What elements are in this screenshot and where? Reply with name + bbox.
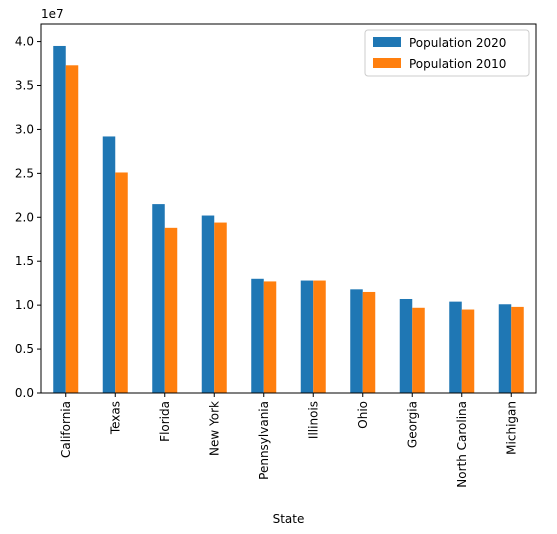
x-tick-label: Ohio — [356, 401, 370, 429]
bar-population-2010-california — [65, 65, 79, 394]
legend-label: Population 2020 — [409, 36, 506, 50]
legend: Population 2020 Population 2010 — [364, 29, 530, 77]
x-tick-label: Pennsylvania — [257, 401, 271, 480]
y-tick-label: 3.5 — [15, 79, 34, 93]
bar-population-2020-georgia — [399, 298, 413, 393]
x-tick-label: Michigan — [504, 401, 518, 455]
bar-population-2010-georgia — [412, 307, 425, 393]
bar-population-2020-pennsylvania — [251, 278, 264, 393]
bar-population-2010-michigan — [511, 306, 524, 393]
y-tick-label: 2.0 — [15, 210, 34, 224]
x-tick-label: Florida — [158, 401, 172, 442]
bars-group — [53, 45, 524, 394]
x-tick-label: Texas — [108, 401, 122, 435]
y-axis: 0.0 0.5 1.0 1.5 2.0 2.5 3.0 3.5 4.0 — [15, 35, 41, 400]
legend-box — [364, 29, 530, 77]
y-tick-label: 0.0 — [15, 386, 34, 400]
y-tick-label: 1.0 — [15, 298, 34, 312]
bar-population-2010-north-carolina — [461, 309, 475, 393]
legend-swatch — [373, 37, 401, 47]
y-tick-label: 4.0 — [15, 35, 34, 49]
bar-population-2020-texas — [102, 136, 116, 393]
x-tick-label: New York — [207, 401, 221, 456]
y-tick-label: 0.5 — [15, 342, 34, 356]
bar-population-2020-illinois — [300, 280, 314, 393]
bar-population-2010-pennsylvania — [263, 281, 277, 393]
bar-population-2010-ohio — [362, 291, 376, 393]
bar-population-2020-michigan — [498, 304, 512, 393]
x-tick-label: North Carolina — [455, 401, 469, 488]
bar-population-2020-new-york — [201, 215, 215, 393]
bar-population-2020-florida — [152, 204, 165, 393]
bar-population-2020-north-carolina — [449, 301, 462, 393]
bar-population-2020-ohio — [350, 289, 363, 393]
legend-swatch — [373, 58, 401, 68]
x-tick-label: Georgia — [405, 401, 419, 448]
x-axis-label: State — [273, 512, 305, 526]
x-tick-label: Illinois — [306, 401, 320, 439]
x-axis: California Texas Florida New York Pennsylvan… — [59, 393, 518, 488]
bar-population-2010-illinois — [313, 280, 326, 393]
y-tick-label: 2.5 — [15, 166, 34, 180]
bar-population-2010-florida — [164, 227, 178, 393]
y-axis-offset-label: 1e7 — [41, 7, 64, 21]
bar-population-2010-new-york — [214, 222, 227, 393]
y-tick-label: 3.0 — [15, 122, 34, 136]
y-tick-label: 1.5 — [15, 254, 34, 268]
bar-population-2020-california — [53, 45, 66, 393]
legend-label: Population 2010 — [409, 57, 506, 71]
bar-population-2010-texas — [115, 172, 128, 393]
plot-frame — [40, 23, 537, 394]
x-tick-label: California — [59, 401, 73, 458]
